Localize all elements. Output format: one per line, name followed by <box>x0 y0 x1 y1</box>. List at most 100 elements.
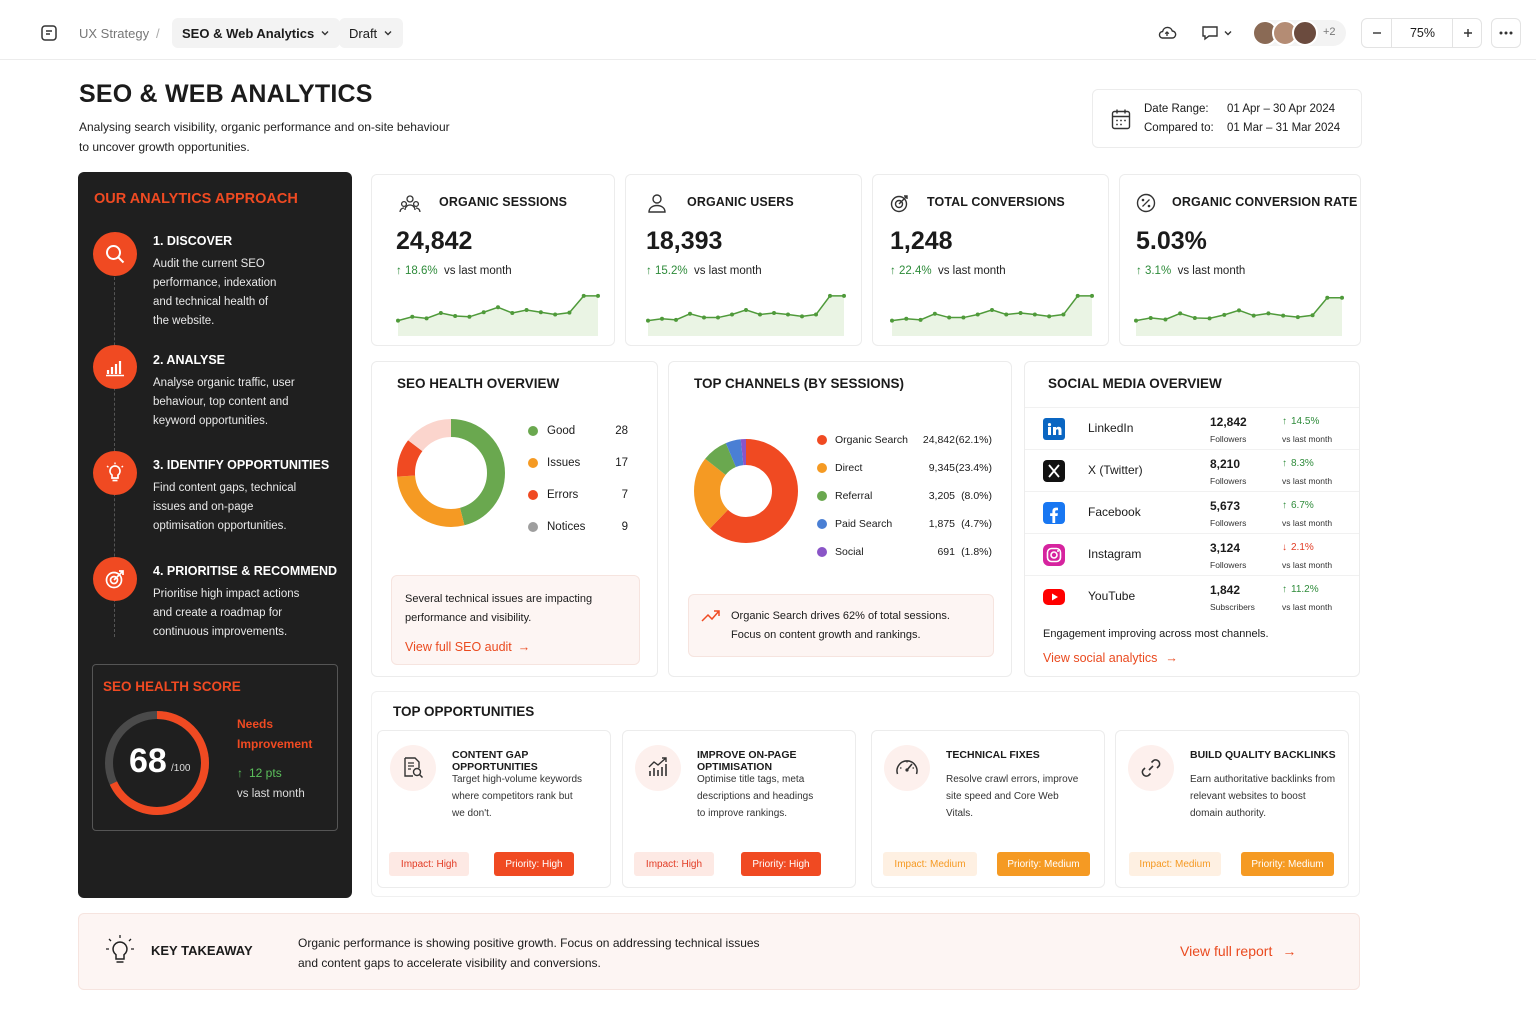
status-dropdown[interactable]: Draft <box>339 18 404 48</box>
sparkline-point <box>772 311 776 315</box>
opportunity-line: Resolve crawl errors, improve <box>946 774 1079 785</box>
legend-label: Organic Search <box>835 434 908 446</box>
view-seo-audit-link[interactable]: View full SEO audit → <box>405 640 530 654</box>
comments-button[interactable] <box>1198 22 1236 44</box>
opportunity-icon-bg <box>390 745 436 791</box>
takeaway-line: and content gaps to accelerate visibilit… <box>298 956 601 970</box>
frame-icon[interactable] <box>36 22 62 44</box>
sparkline-point <box>744 307 748 312</box>
sparkline-point <box>758 312 762 317</box>
user-icon <box>648 194 666 213</box>
approach-title: OUR ANALYTICS APPROACH <box>94 191 298 207</box>
step-line: behaviour, top content and <box>153 396 289 408</box>
opportunity-card[interactable]: BUILD QUALITY BACKLINKS Earn authoritati… <box>1115 730 1349 888</box>
link-label: View full report <box>1180 943 1273 959</box>
arrow-up-icon: ↑ <box>1282 416 1287 427</box>
legend-dot <box>817 519 827 529</box>
social-row[interactable]: LinkedIn 12,842 Followers ↑ 14.5% vs last mon… <box>1025 407 1359 449</box>
search-icon <box>106 245 125 264</box>
opportunity-title: TECHNICAL FIXES <box>946 749 1040 761</box>
sparkline-chart <box>1134 295 1344 336</box>
donut-segment <box>694 439 798 543</box>
step-icon-prioritise <box>93 557 137 601</box>
opportunity-line: descriptions and headings <box>697 791 814 802</box>
step-line: and technical health of <box>153 296 269 308</box>
social-unit: Followers <box>1210 434 1247 444</box>
sparkline-point <box>1340 295 1344 300</box>
bar-chart-icon <box>106 361 124 377</box>
sparkline-point <box>1061 312 1066 317</box>
chevron-down-icon <box>384 31 392 36</box>
legend-label: Notices <box>547 521 586 533</box>
seo-note: Several technical issues are impacting p… <box>405 590 592 628</box>
collaborators[interactable]: +2 <box>1252 20 1346 46</box>
zoom-control: 75% <box>1361 18 1482 48</box>
sparkline-point <box>1075 293 1080 298</box>
view-full-report-link[interactable]: View full report → <box>1180 943 1296 959</box>
legend-item: Good 28 <box>528 425 628 437</box>
section-title: SOCIAL MEDIA OVERVIEW <box>1048 376 1222 391</box>
takeaway-line: Organic performance is showing positive … <box>298 936 760 950</box>
social-unit: Followers <box>1210 476 1247 486</box>
calendar-icon <box>1111 109 1131 130</box>
health-status-line: Improvement <box>237 737 313 751</box>
key-takeaway-banner: KEY TAKEAWAY Organic performance is show… <box>78 913 1360 990</box>
zoom-out-button[interactable] <box>1362 19 1392 47</box>
sparkline-point <box>1178 311 1183 316</box>
extra-users-count: +2 <box>1323 26 1336 38</box>
step-line: Find content gaps, technical <box>153 482 297 494</box>
legend-item: Organic Search 24,842 (62.1%) <box>817 434 992 446</box>
zoom-in-button[interactable] <box>1452 19 1482 47</box>
legend-dot <box>817 435 827 445</box>
percent-icon <box>1136 193 1156 213</box>
legend-dot <box>528 522 538 532</box>
breadcrumb-root[interactable]: UX Strategy <box>79 26 150 41</box>
instagram-icon <box>1043 544 1065 566</box>
top-channels-card: TOP CHANNELS (BY SESSIONS) Organic Searc… <box>668 361 1012 677</box>
opportunity-icon-bg <box>1128 745 1174 791</box>
step-text: Audit the current SEO performance, index… <box>153 255 318 331</box>
cloud-sync-icon[interactable] <box>1156 22 1178 44</box>
legend-item: Issues 17 <box>528 457 628 469</box>
legend-label: Errors <box>547 489 579 501</box>
sparkline-point <box>688 311 692 316</box>
social-row[interactable]: Facebook 5,673 Followers ↑ 6.7% vs last month <box>1025 491 1359 533</box>
opportunity-title: BUILD QUALITY BACKLINKS <box>1190 749 1336 761</box>
sparkline-point <box>702 315 706 320</box>
view-social-analytics-link[interactable]: View social analytics → <box>1043 651 1178 665</box>
arrow-down-icon: ↓ <box>1282 542 1287 553</box>
chevron-down-icon <box>321 31 329 36</box>
lightbulb-icon <box>106 462 124 482</box>
social-row[interactable]: YouTube 1,842 Subscribers ↑ 11.2% vs last mon… <box>1025 575 1359 617</box>
step-line: Prioritise high impact actions <box>153 588 300 600</box>
arrow-up-icon: ↑ <box>646 265 655 277</box>
priority-badge: Priority: Medium <box>997 852 1090 876</box>
social-row[interactable]: X (Twitter) 8,210 Followers ↑ 8.3% vs last mo… <box>1025 449 1359 491</box>
social-change-label: vs last month <box>1282 518 1333 528</box>
step-title: 4. PRIORITISE & RECOMMEND <box>153 564 338 578</box>
step-icon-discover <box>93 232 137 276</box>
kpi-change-value: 18.6% <box>404 265 438 277</box>
target-icon <box>105 570 124 589</box>
file-name-dropdown[interactable]: SEO & Web Analytics <box>172 18 341 48</box>
health-score-gauge <box>105 711 209 815</box>
kpi-card-sessions: ORGANIC SESSIONS 24,842 ↑ 18.6% vs last … <box>371 174 615 346</box>
opportunity-line: domain authority. <box>1190 808 1266 819</box>
more-icon <box>1499 31 1513 35</box>
sparkline-point <box>1266 311 1271 316</box>
opportunity-card[interactable]: CONTENT GAP OPPORTUNITIES Target high-vo… <box>377 730 611 888</box>
more-options-button[interactable] <box>1491 18 1521 48</box>
opportunity-line: Optimise title tags, meta <box>697 774 805 785</box>
opportunity-icon-bg <box>635 745 681 791</box>
sparkline-point <box>567 310 572 315</box>
social-change-value: 6.7% <box>1291 500 1314 511</box>
opportunity-card[interactable]: IMPROVE ON-PAGE OPTIMISATION Optimise ti… <box>622 730 856 888</box>
social-row[interactable]: Instagram 3,124 Followers ↓ 2.1% vs last mont… <box>1025 533 1359 575</box>
opportunity-card[interactable]: TECHNICAL FIXES Resolve crawl errors, im… <box>871 730 1105 888</box>
opportunity-text: Earn authoritative backlinks from relevan… <box>1190 771 1345 822</box>
arrow-right-icon: → <box>1165 651 1178 665</box>
social-change: ↑ 8.3% <box>1282 458 1314 469</box>
sparkline-point <box>842 293 846 298</box>
date-range-box[interactable]: Date Range: 01 Apr – 30 Apr 2024 Compare… <box>1092 89 1362 148</box>
opportunity-text: Optimise title tags, meta descriptions an… <box>697 771 847 822</box>
